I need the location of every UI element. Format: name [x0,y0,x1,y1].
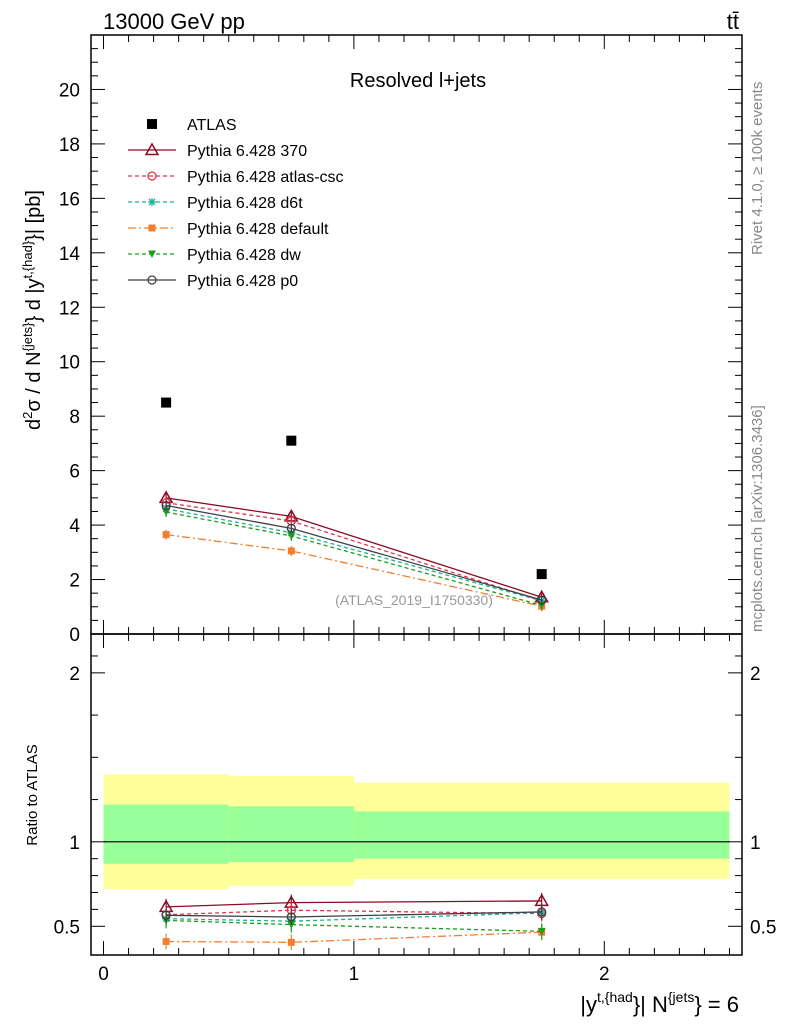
main-y-tick-label: 2 [69,571,80,592]
ratio-y-axis-label: Ratio to ATLAS [24,744,41,845]
ratio-point-pythia-6-428-p0 [161,910,171,920]
main-y-tick-label: 18 [59,135,80,156]
legend: ATLAS Pythia 6.428 370 Pythia 6.428 atlas-… [128,117,344,290]
data-point-atlas [536,569,547,580]
ratio-point-pythia-6-428-p0 [286,912,296,922]
ratio-band-stat [353,811,730,859]
x-tick-label: 0 [98,964,109,985]
legend-label-pythia-6-428-p0: Pythia 6.428 p0 [187,273,298,290]
plot-title: Resolved l+jets [350,70,486,92]
ratio-line-pythia-6-428-dw [166,919,542,932]
legend-marker-pythia-6-428-370 [144,142,160,156]
main-y-tick-label: 14 [59,244,81,265]
legend-marker-pythia-6-428-d6t [148,198,156,206]
legend-marker-pythia-6-428-p0 [147,275,157,285]
ratio-line-pythia-6-428-d6t [166,912,542,922]
ratio-x-axis: 0 1 2 [98,634,730,985]
main-y-axis: 0 2 4 6 8 10 12 14 16 18 20 [59,35,742,646]
data-point-atlas [161,397,172,408]
ratio-point-pythia-6-428-p0 [537,907,547,917]
data-point-pythia-6-428-p0 [537,595,547,605]
ratio-y-tick-label-left: 1 [69,833,80,854]
x-axis-label: |yt,{had}| N{jets} = 6 [580,989,739,1017]
main-y-tick-label: 4 [69,516,80,537]
header-energy-label: 13000 GeV pp [103,9,245,34]
legend-label-atlas: ATLAS [187,117,237,134]
x-tick-label: 1 [349,964,360,985]
data-point-pythia-6-428-default [162,531,170,539]
main-y-tick-label: 6 [69,462,80,483]
ratio-y-tick-label-left: 0.5 [54,917,80,938]
ratio-plot-frame [90,633,743,956]
ratio-line-pythia-6-428-default [166,931,542,943]
legend-label-pythia-6-428-default: Pythia 6.428 default [187,221,329,238]
header-process-label: tt̄ [727,9,739,34]
main-plot-marks [158,397,549,612]
main-y-tick-label: 8 [69,407,80,428]
legend-label-pythia-6-428-370: Pythia 6.428 370 [187,143,307,160]
legend-label-pythia-6-428-atlas-csc: Pythia 6.428 atlas-csc [187,169,344,186]
ratio-y-tick-label-right: 2 [750,664,761,685]
main-y-tick-label: 12 [59,298,80,319]
mcplots-source-label: mcplots.cern.ch [arXiv:1306.3436] [749,405,766,632]
main-y-tick-label: 16 [59,189,80,210]
ratio-y-tick-label-right: 0.5 [750,917,776,938]
main-y-tick-label: 20 [59,80,80,101]
x-tick-label: 2 [599,964,610,985]
legend-marker-pythia-6-428-atlas-csc [147,171,157,181]
main-y-tick-label: 10 [59,353,80,374]
ratio-point-pythia-6-428-370 [534,893,549,907]
data-point-pythia-6-428-p0 [286,523,296,534]
ratio-band-stat [103,804,229,864]
rivet-version-label: Rivet 4.1.0, ≥ 100k events [749,82,766,255]
ratio-plot-panel: 0.5 0.5 1 1 2 2 0 1 2 Ratio to ATLAS |yt,{had}|… [24,633,776,1017]
ratio-y-axis: 0.5 0.5 1 1 2 2 [54,655,776,938]
data-point-pythia-6-428-dw [287,532,296,540]
analysis-watermark: (ATLAS_2019_I1750330) [335,592,493,608]
series-line-pythia-6-428-atlas-csc [166,502,542,602]
ratio-line-pythia-6-428-370 [166,900,542,908]
data-point-pythia-6-428-default [287,547,295,555]
main-y-tick-label: 0 [69,625,80,646]
ratio-y-tick-label-right: 1 [750,833,761,854]
ratio-point-pythia-6-428-dw [537,927,546,936]
data-point-pythia-6-428-dw [162,508,171,517]
main-y-axis-label: d2σ / d N{jets}} d |yt,{had}}| [pb] [20,190,45,430]
ratio-uncertainty-bands [103,774,730,890]
legend-label-pythia-6-428-dw: Pythia 6.428 dw [187,247,301,264]
legend-marker-pythia-6-428-default [148,224,156,232]
ratio-point-pythia-6-428-default [162,937,170,945]
ratio-plot-marks [158,892,549,951]
main-plot-panel: ATLAS Pythia 6.428 370 Pythia 6.428 atlas-… [20,34,743,646]
data-point-pythia-6-428-p0 [161,500,171,511]
ratio-y-tick-label-left: 2 [69,664,80,685]
legend-marker-pythia-6-428-dw [148,250,156,258]
ratio-point-pythia-6-428-default [287,938,295,946]
legend-marker-atlas [147,119,157,129]
data-point-atlas [286,435,297,446]
legend-label-pythia-6-428-d6t: Pythia 6.428 d6t [187,195,303,212]
ratio-band-stat [228,806,354,863]
